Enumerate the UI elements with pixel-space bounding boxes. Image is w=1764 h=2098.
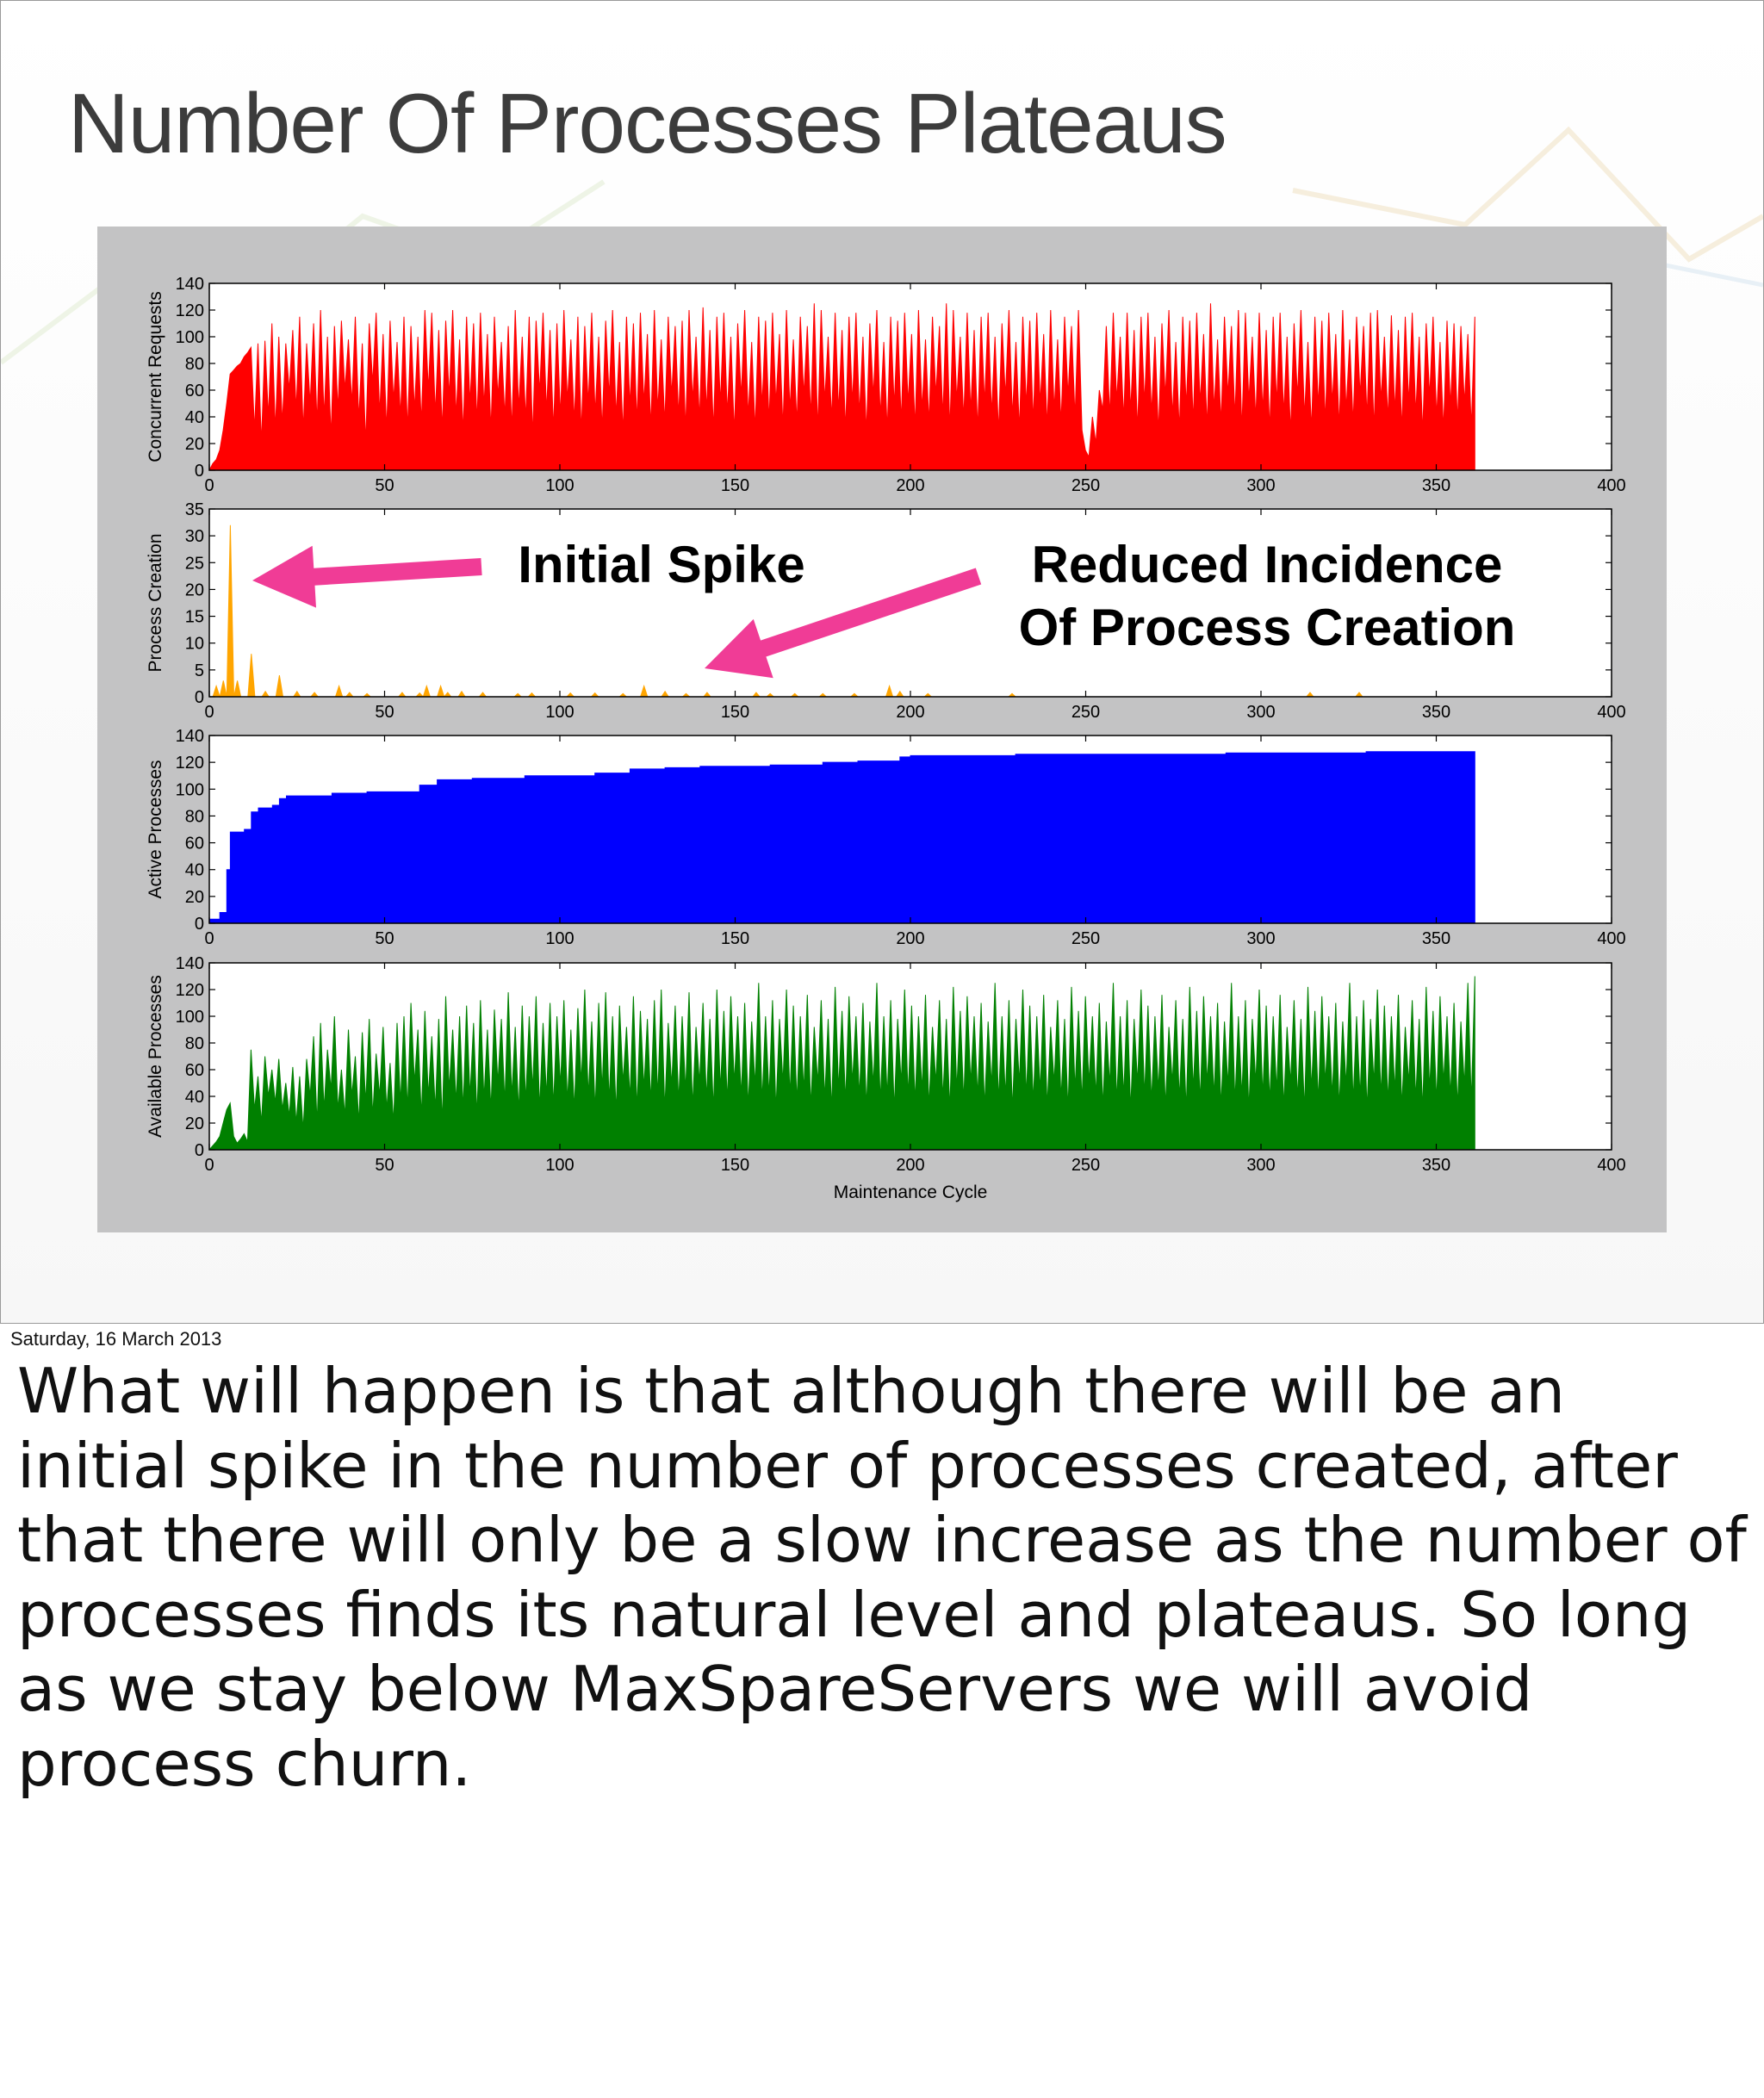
- y-tick-label: 0: [195, 462, 204, 481]
- chart-figure: 0 50 100 150 200 250 300 350 4000204060801001201…: [146, 275, 1626, 1202]
- x-tick-label: 400: [1597, 1156, 1625, 1175]
- x-tick-label: 350: [1422, 703, 1450, 722]
- y-tick-label: 140: [176, 727, 204, 746]
- y-tick-label: 140: [176, 275, 204, 294]
- slide-title: Number Of Processes Plateaus: [68, 76, 1227, 171]
- x-tick-label: 400: [1597, 929, 1625, 948]
- chart-panel: 0 50 100 150 200 250 300 350 400 0 20 40 60 80 100 120 1…: [97, 227, 1667, 1232]
- arrow-initial-spike: [252, 545, 482, 608]
- y-tick-label: 60: [185, 1061, 204, 1080]
- x-tick-label: 150: [721, 476, 749, 495]
- callout-reduced-line1: Reduced Incidence: [1032, 536, 1503, 593]
- xlabel-maintenance-cycle: Maintenance Cycle: [834, 1182, 988, 1202]
- y-tick-label: 140: [176, 954, 204, 973]
- x-tick-label: 400: [1597, 703, 1625, 722]
- ylabel-process-creation: Process Creation: [146, 533, 165, 672]
- subplot-3: 0 50 100 150 200 250 300 350 400 0 20 40 60 80 100 120 1…: [146, 727, 1626, 948]
- y-tick-label: 80: [185, 807, 204, 826]
- y-tick-label: 40: [185, 1088, 204, 1107]
- y-tick-label: 0: [195, 1141, 204, 1160]
- x-tick-label: 150: [721, 703, 749, 722]
- y-tick-label: 20: [185, 1114, 204, 1133]
- y-tick-label: 100: [176, 780, 204, 799]
- x-tick-label: 50: [375, 703, 394, 722]
- ylabel-available-processes: Available Processes: [146, 975, 165, 1138]
- y-tick-label: 120: [176, 301, 204, 320]
- x-tick-label: 0: [204, 1156, 214, 1175]
- y-tick-label: 120: [176, 754, 204, 773]
- y-tick-label: 100: [176, 328, 204, 347]
- y-tick-label: 5: [195, 661, 204, 680]
- x-tick-label: 200: [896, 1156, 924, 1175]
- x-tick-label: 0: [204, 476, 214, 495]
- x-tick-label: 350: [1422, 476, 1450, 495]
- x-tick-label: 0: [204, 703, 214, 722]
- subplot-1: 0 50 100 150 200 250 300 350 400 0 20 40 60 80 100 120 1…: [146, 275, 1626, 495]
- y-tick-label: 80: [185, 355, 204, 374]
- callout-reduced-line2: Of Process Creation: [1019, 599, 1516, 656]
- y-tick-label: 0: [195, 688, 204, 707]
- x-tick-label: 400: [1597, 476, 1625, 495]
- x-tick-label: 250: [1071, 1156, 1100, 1175]
- y-tick-label: 100: [176, 1008, 204, 1027]
- series-area: [208, 976, 1475, 1151]
- y-tick-label: 20: [185, 888, 204, 907]
- ylabel-concurrent-requests: Concurrent Requests: [146, 291, 165, 462]
- y-tick-label: 60: [185, 835, 204, 853]
- slide-date: Saturday, 16 March 2013: [10, 1328, 222, 1350]
- x-tick-label: 150: [721, 1156, 749, 1175]
- y-tick-label: 120: [176, 981, 204, 1000]
- x-tick-label: 250: [1071, 703, 1100, 722]
- x-tick-label: 150: [721, 929, 749, 948]
- callout-initial-spike: Initial Spike: [518, 536, 804, 593]
- presenter-notes: What will happen is that although there …: [17, 1355, 1747, 1800]
- x-tick-label: 300: [1246, 476, 1275, 495]
- y-tick-label: 40: [185, 861, 204, 880]
- y-tick-label: 15: [185, 608, 204, 627]
- x-tick-label: 50: [375, 476, 394, 495]
- x-tick-label: 250: [1071, 476, 1100, 495]
- x-tick-label: 0: [204, 929, 214, 948]
- y-tick-label: 30: [185, 527, 204, 546]
- series-area: [208, 751, 1475, 924]
- x-tick-label: 300: [1246, 703, 1275, 722]
- x-tick-label: 200: [896, 703, 924, 722]
- x-tick-label: 300: [1246, 1156, 1275, 1175]
- y-tick-label: 80: [185, 1034, 204, 1053]
- subplot-4: 0 50 100 150 200 250 300 350 400 0 20 40 60 80 100 120 1…: [146, 954, 1626, 1202]
- x-tick-label: 100: [545, 703, 574, 722]
- series-area: [208, 303, 1475, 471]
- y-tick-label: 20: [185, 435, 204, 454]
- x-tick-label: 250: [1071, 929, 1100, 948]
- x-tick-label: 100: [545, 1156, 574, 1175]
- x-tick-label: 100: [545, 476, 574, 495]
- x-tick-label: 350: [1422, 1156, 1450, 1175]
- y-tick-label: 20: [185, 580, 204, 599]
- ylabel-active-processes: Active Processes: [146, 760, 165, 898]
- x-tick-label: 50: [375, 929, 394, 948]
- x-tick-label: 300: [1246, 929, 1275, 948]
- y-tick-label: 40: [185, 408, 204, 427]
- x-tick-label: 200: [896, 476, 924, 495]
- y-tick-label: 60: [185, 382, 204, 400]
- x-tick-label: 100: [545, 929, 574, 948]
- x-tick-label: 200: [896, 929, 924, 948]
- x-tick-label: 350: [1422, 929, 1450, 948]
- y-tick-label: 0: [195, 915, 204, 934]
- y-tick-label: 10: [185, 635, 204, 654]
- annotations: Initial Spike Reduced Incidence Of Process…: [252, 536, 1516, 679]
- y-tick-label: 35: [185, 500, 204, 519]
- slide: Number Of Processes Plateaus 0 50 100 150 20…: [0, 0, 1764, 1324]
- arrow-reduced-incidence: [705, 568, 982, 679]
- x-tick-label: 50: [375, 1156, 394, 1175]
- y-tick-label: 25: [185, 554, 204, 573]
